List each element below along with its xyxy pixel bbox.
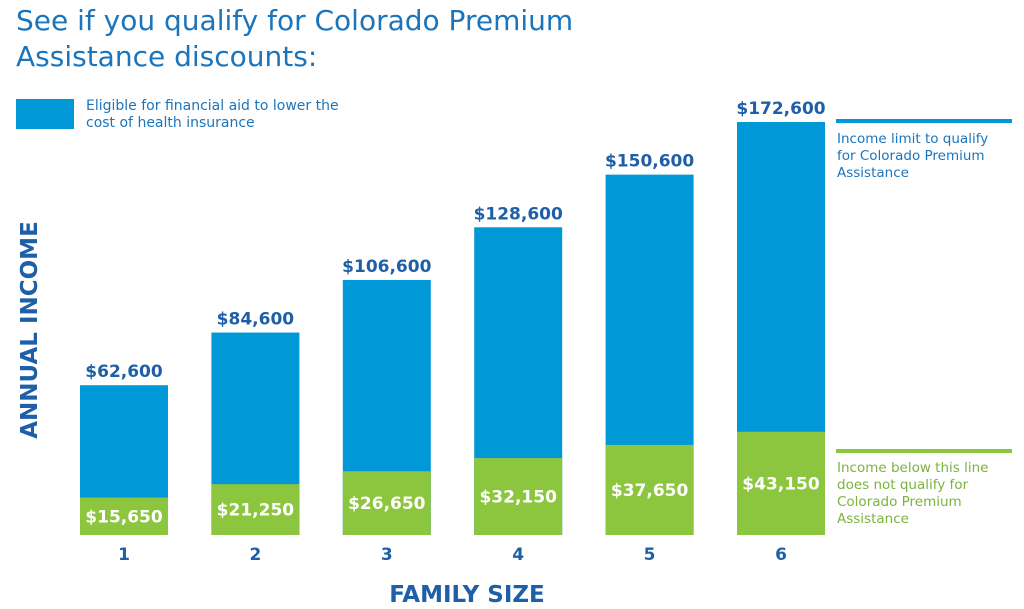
bar-low-label-6: $43,150 [742, 474, 820, 494]
x-axis-label: FAMILY SIZE [389, 582, 545, 608]
income-floor-annotation-line-1: Income below this line [837, 460, 988, 476]
bar-not-qualify-6 [737, 431, 825, 535]
bar-top-label-4: $128,600 [474, 204, 563, 224]
chart-title-line-2: Assistance discounts: [16, 40, 317, 73]
bar-top-label-6: $172,600 [736, 99, 825, 119]
x-tick-5: 5 [644, 545, 656, 565]
x-tick-1: 1 [118, 545, 130, 565]
income-floor-annotation-line-3: Colorado Premium [837, 494, 962, 510]
bars-group: $62,600 $15,650 1 $84,600 $21,250 2 $106,600 $2… [80, 99, 826, 565]
income-limit-annotation-line-3: Assistance [837, 165, 909, 181]
income-floor-annotation: Income below this line does not qualify … [837, 460, 988, 527]
bar-not-qualify-1 [80, 497, 168, 535]
bar-low-label-2: $21,250 [217, 501, 295, 521]
income-floor-annotation-line-4: Assistance [837, 511, 909, 527]
bar-top-label-5: $150,600 [605, 152, 694, 172]
bar-top-label-2: $84,600 [217, 310, 295, 330]
bar-not-qualify-2 [211, 484, 300, 535]
bar-top-label-1: $62,600 [85, 362, 163, 382]
x-tick-2: 2 [249, 545, 261, 565]
income-limit-annotation: Income limit to qualify for Colorado Pre… [837, 131, 988, 181]
bar-low-label-1: $15,650 [85, 507, 163, 527]
y-axis-label: ANNUAL INCOME [17, 221, 43, 439]
bar-not-qualify-4 [474, 458, 563, 535]
x-tick-6: 6 [775, 545, 787, 565]
x-tick-3: 3 [381, 545, 393, 565]
bar-low-label-3: $26,650 [348, 494, 426, 514]
bar-not-qualify-3 [342, 471, 431, 535]
legend-swatch [16, 99, 74, 129]
income-floor-annotation-line-2: does not qualify for [837, 477, 969, 493]
bar-not-qualify-5 [605, 444, 694, 535]
bar-low-label-5: $37,650 [611, 481, 689, 501]
bar-top-label-3: $106,600 [342, 257, 431, 277]
legend-text-line-2: cost of health insurance [86, 115, 255, 131]
chart-title-line-1: See if you qualify for Colorado Premium [16, 4, 573, 37]
x-tick-4: 4 [512, 545, 524, 565]
bar-low-label-4: $32,150 [479, 488, 557, 508]
income-limit-annotation-line-1: Income limit to qualify [837, 131, 988, 147]
income-limit-annotation-line-2: for Colorado Premium [837, 148, 985, 164]
legend-text-line-1: Eligible for financial aid to lower the [86, 98, 339, 114]
